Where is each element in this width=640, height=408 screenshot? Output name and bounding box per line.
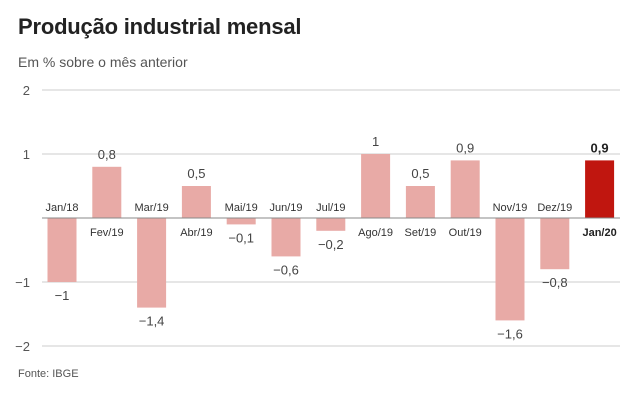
- bar: [495, 218, 525, 321]
- bar: [271, 218, 301, 257]
- bar: [181, 186, 211, 218]
- bar: [316, 218, 346, 231]
- category-label: Set/19: [404, 227, 436, 239]
- value-label: −0,8: [542, 275, 568, 290]
- value-label: −1,6: [497, 326, 523, 341]
- chart-title: Produção industrial mensal: [18, 14, 302, 39]
- bar: [137, 218, 167, 308]
- bar: [540, 218, 570, 270]
- category-label: Jan/18: [45, 202, 78, 214]
- chart-subtitle: Em % sobre o mês anterior: [18, 54, 188, 70]
- category-label: Nov/19: [493, 202, 528, 214]
- value-label: 0,9: [456, 140, 474, 155]
- y-tick-label: −1: [15, 275, 30, 290]
- bar: [405, 186, 435, 218]
- value-label: 1: [372, 134, 379, 149]
- bar: [361, 154, 391, 218]
- bar-highlight: [585, 160, 615, 218]
- value-label: 0,5: [187, 166, 205, 181]
- value-label: −1,4: [139, 314, 165, 329]
- category-label: Ago/19: [358, 227, 393, 239]
- value-label: 0,5: [411, 166, 429, 181]
- category-label: Mai/19: [225, 202, 258, 214]
- value-label: −0,2: [318, 237, 344, 252]
- category-label: Abr/19: [180, 227, 212, 239]
- bar: [226, 218, 256, 225]
- y-tick-label: −2: [15, 339, 30, 354]
- bar: [92, 166, 122, 218]
- category-label: Jan/20: [582, 227, 616, 239]
- bar: [47, 218, 77, 282]
- category-label: Fev/19: [90, 227, 124, 239]
- value-label: −0,1: [228, 230, 254, 245]
- category-label: Dez/19: [537, 202, 572, 214]
- category-label: Jun/19: [269, 202, 302, 214]
- category-label: Mar/19: [134, 202, 168, 214]
- value-label: −0,6: [273, 262, 299, 277]
- source-note: Fonte: IBGE: [18, 368, 79, 380]
- y-tick-label: 1: [23, 147, 30, 162]
- value-label: −1: [55, 288, 70, 303]
- value-label: 0,9: [591, 140, 609, 155]
- bar: [450, 160, 480, 218]
- category-label: Out/19: [449, 227, 482, 239]
- y-tick-label: 2: [23, 83, 30, 98]
- value-label: 0,8: [98, 147, 116, 162]
- category-label: Jul/19: [316, 202, 345, 214]
